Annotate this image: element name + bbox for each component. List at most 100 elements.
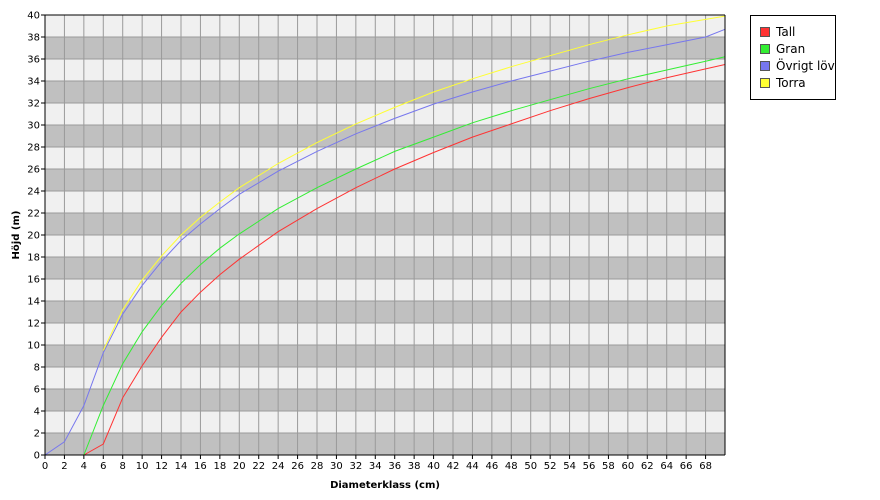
legend-item: Torra <box>760 74 835 91</box>
x-tick-label: 4 <box>81 461 87 472</box>
plot-band <box>45 301 725 323</box>
y-tick-label: 24 <box>27 187 40 198</box>
plot-band <box>45 279 725 301</box>
y-tick-label: 14 <box>27 297 40 308</box>
x-tick-label: 62 <box>641 461 654 472</box>
plot-band <box>45 367 725 389</box>
x-axis-title: Diameterklass (cm) <box>330 480 440 491</box>
plot-band <box>45 59 725 81</box>
plot-band <box>45 433 725 455</box>
y-tick-label: 4 <box>34 407 40 418</box>
x-tick-label: 2 <box>61 461 67 472</box>
x-tick-label: 68 <box>699 461 712 472</box>
plot-band <box>45 147 725 169</box>
plot-band <box>45 15 725 37</box>
legend-label: Gran <box>776 41 806 56</box>
axes <box>41 14 726 459</box>
x-tick-label: 40 <box>427 461 440 472</box>
series-line <box>83 64 726 456</box>
x-tick-labels: 0 2 4 6 8 10 12 14 16 18 20 22 24 26 28 30 32 34 36 38 40 42 4… <box>42 461 712 472</box>
legend-item: Tall <box>760 23 835 40</box>
legend-label: Tall <box>776 24 796 39</box>
x-tick-label: 10 <box>136 461 149 472</box>
legend-label: Övrigt löv <box>776 58 835 73</box>
plot-band <box>45 37 725 59</box>
series-lines <box>44 15 726 456</box>
y-tick-label: 34 <box>27 77 40 88</box>
legend-swatch <box>760 60 770 71</box>
x-tick-label: 32 <box>349 461 362 472</box>
legend: Tall Gran Övrigt löv Torra <box>750 15 836 100</box>
x-tick-label: 22 <box>252 461 265 472</box>
plot-band <box>45 345 725 367</box>
x-tick-label: 66 <box>680 461 693 472</box>
x-tick-label: 44 <box>466 461 479 472</box>
x-tick-label: 34 <box>369 461 382 472</box>
y-tick-label: 10 <box>27 341 40 352</box>
legend-label: Torra <box>776 75 806 90</box>
x-tick-label: 64 <box>660 461 673 472</box>
y-tick-label: 30 <box>27 121 40 132</box>
x-tick-label: 26 <box>291 461 304 472</box>
y-tick-label: 22 <box>27 209 40 220</box>
x-tick-label: 30 <box>330 461 343 472</box>
x-tick-label: 14 <box>175 461 188 472</box>
plot-band <box>45 125 725 147</box>
x-tick-label: 0 <box>42 461 48 472</box>
series-line <box>102 15 726 351</box>
y-axis-title: Höjd (m) <box>11 211 22 260</box>
x-tick-label: 36 <box>388 461 401 472</box>
y-tick-label: 28 <box>27 143 40 154</box>
x-tick-label: 18 <box>213 461 226 472</box>
plot-band <box>45 257 725 279</box>
x-tick-label: 60 <box>621 461 634 472</box>
y-tick-label: 18 <box>27 253 40 264</box>
y-tick-label: 8 <box>34 363 40 374</box>
y-tick-label: 12 <box>27 319 40 330</box>
plot-band <box>45 323 725 345</box>
series-line <box>44 28 726 456</box>
x-tick-label: 48 <box>505 461 518 472</box>
legend-swatch <box>760 26 770 37</box>
x-tick-label: 12 <box>155 461 168 472</box>
y-tick-label: 2 <box>34 429 40 440</box>
x-tick-label: 50 <box>524 461 537 472</box>
grid-lines <box>44 14 725 456</box>
y-tick-label: 32 <box>27 99 40 110</box>
plot-band <box>45 103 725 125</box>
x-tick-label: 38 <box>408 461 421 472</box>
legend-item: Gran <box>760 40 835 57</box>
series-line <box>83 56 726 456</box>
plot-background-bands <box>45 15 725 455</box>
x-tick-label: 52 <box>544 461 557 472</box>
x-tick-label: 46 <box>485 461 498 472</box>
x-tick-label: 20 <box>233 461 246 472</box>
plot-band <box>45 213 725 235</box>
y-tick-label: 36 <box>27 55 40 66</box>
legend-item: Övrigt löv <box>760 57 835 74</box>
plot-band <box>45 81 725 103</box>
x-tick-label: 6 <box>100 461 106 472</box>
y-tick-label: 6 <box>34 385 40 396</box>
x-tick-label: 42 <box>447 461 460 472</box>
legend-swatch <box>760 77 770 88</box>
y-tick-label: 26 <box>27 165 40 176</box>
y-tick-label: 16 <box>27 275 40 286</box>
plot-band <box>45 191 725 213</box>
x-tick-label: 54 <box>563 461 576 472</box>
x-tick-label: 56 <box>583 461 596 472</box>
x-tick-label: 28 <box>311 461 324 472</box>
y-tick-label: 0 <box>34 451 40 462</box>
plot-band <box>45 411 725 433</box>
plot-band <box>45 169 725 191</box>
x-tick-label: 16 <box>194 461 207 472</box>
legend-swatch <box>760 43 770 54</box>
y-tick-label: 40 <box>27 11 40 22</box>
x-tick-label: 8 <box>120 461 126 472</box>
y-tick-label: 38 <box>27 33 40 44</box>
plot-band <box>45 389 725 411</box>
y-tick-label: 20 <box>27 231 40 242</box>
x-tick-label: 58 <box>602 461 615 472</box>
